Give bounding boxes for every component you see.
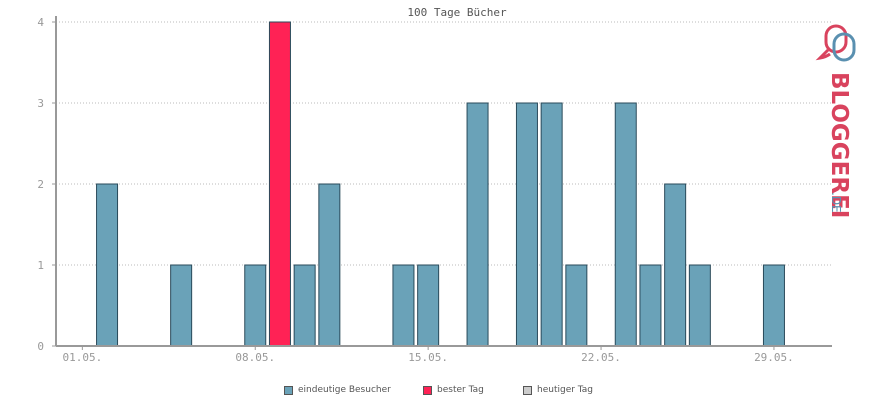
y-axis-ticks: 0 1 2 3 4 [37, 16, 56, 353]
logo-suffix: .DE [829, 192, 843, 213]
bar [417, 264, 440, 347]
bar [318, 183, 341, 347]
bar [688, 264, 711, 347]
bars [96, 21, 785, 347]
x-tick-label: 29.05. [754, 351, 794, 364]
x-tick-label: 01.05. [62, 351, 102, 364]
bar [565, 264, 588, 347]
bloggerei-logo: BLOGGEREI .DE [815, 24, 856, 218]
legend-item-eindeutige-besucher: eindeutige Besucher [284, 385, 391, 395]
bar [515, 102, 538, 347]
legend-swatch [284, 385, 293, 395]
bar [170, 264, 193, 347]
bar [392, 264, 415, 347]
bar [293, 264, 316, 347]
legend-item-bester-tag: bester Tag [423, 385, 484, 395]
legend-label: heutiger Tag [537, 385, 594, 395]
legend-swatch [423, 385, 432, 395]
bar [244, 264, 267, 347]
x-axis-ticks: 01.05. 08.05. 15.05. 22.05. 29.05. [62, 346, 794, 364]
legend-label: eindeutige Besucher [298, 385, 391, 395]
legend-swatch [523, 385, 532, 395]
y-tick-label: 4 [37, 16, 44, 29]
y-tick-label: 3 [37, 97, 44, 110]
bar [466, 102, 489, 347]
y-tick-label: 2 [37, 178, 44, 191]
x-tick-label: 08.05. [235, 351, 275, 364]
bar [268, 21, 291, 347]
bar [664, 183, 687, 347]
chart-title: 100 Tage Bücher [407, 6, 507, 19]
grid-lines [56, 21, 832, 266]
axes [55, 16, 832, 347]
bar [614, 102, 637, 347]
logo-text: BLOGGEREI [826, 72, 852, 218]
bar [639, 264, 662, 347]
y-tick-label: 1 [37, 259, 44, 272]
bar [96, 183, 119, 347]
y-tick-label: 0 [37, 340, 44, 353]
x-tick-label: 22.05. [581, 351, 621, 364]
bar [762, 264, 785, 347]
bar [540, 102, 563, 347]
bloggerei-speech-bubble-logo-icon [815, 24, 856, 62]
legend-label: bester Tag [437, 385, 484, 395]
legend: eindeutige Besucher bester Tag heutiger … [0, 385, 870, 399]
x-tick-label: 15.05. [408, 351, 448, 364]
legend-item-heutiger-tag: heutiger Tag [523, 385, 593, 395]
